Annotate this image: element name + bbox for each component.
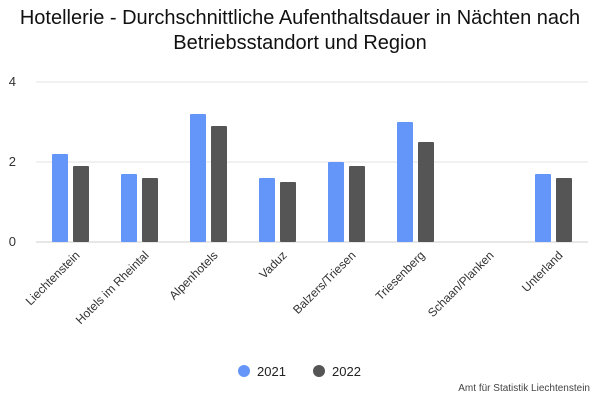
bar-2021 — [535, 174, 551, 242]
bar-2022 — [556, 178, 572, 242]
bar-2022 — [142, 178, 158, 242]
bar-2021 — [121, 174, 137, 242]
bar-2022 — [349, 166, 365, 242]
bar-2022 — [73, 166, 89, 242]
bar-2021 — [397, 122, 413, 242]
x-tick-label: Balzers/Triesen — [290, 248, 359, 317]
bar-2021 — [328, 162, 344, 242]
chart-title: Hotellerie - Durchschnittliche Aufenthal… — [19, 7, 581, 54]
x-tick-label: Liechtenstein — [23, 248, 83, 308]
x-tick-label: Alpenhotels — [166, 248, 220, 302]
x-tick-label: Hotels im Rheintal — [73, 248, 152, 327]
bar-2021 — [259, 178, 275, 242]
y-tick-label: 4 — [9, 74, 16, 89]
x-tick-label: Triesenberg — [373, 248, 428, 303]
y-axis-ticks: 0 2 4 — [9, 74, 16, 249]
bars — [52, 114, 572, 242]
legend-swatch — [238, 365, 250, 377]
legend: 2021 2022 — [238, 364, 361, 379]
y-tick-label: 0 — [9, 234, 16, 249]
x-tick-label: Schaan/Planken — [425, 248, 497, 320]
y-tick-label: 2 — [9, 154, 16, 169]
bar-2022 — [280, 182, 296, 242]
x-tick-label: Vaduz — [256, 248, 289, 281]
bar-2022 — [211, 126, 227, 242]
bar-2021 — [190, 114, 206, 242]
legend-label: 2021 — [257, 364, 286, 379]
source-note: Amt für Statistik Liechtenstein — [458, 383, 590, 394]
legend-label: 2022 — [332, 364, 361, 379]
bar-2021 — [52, 154, 68, 242]
gridlines — [36, 81, 588, 243]
bar-2022 — [418, 142, 434, 242]
x-tick-label: Unterland — [519, 248, 566, 295]
legend-swatch — [313, 365, 325, 377]
